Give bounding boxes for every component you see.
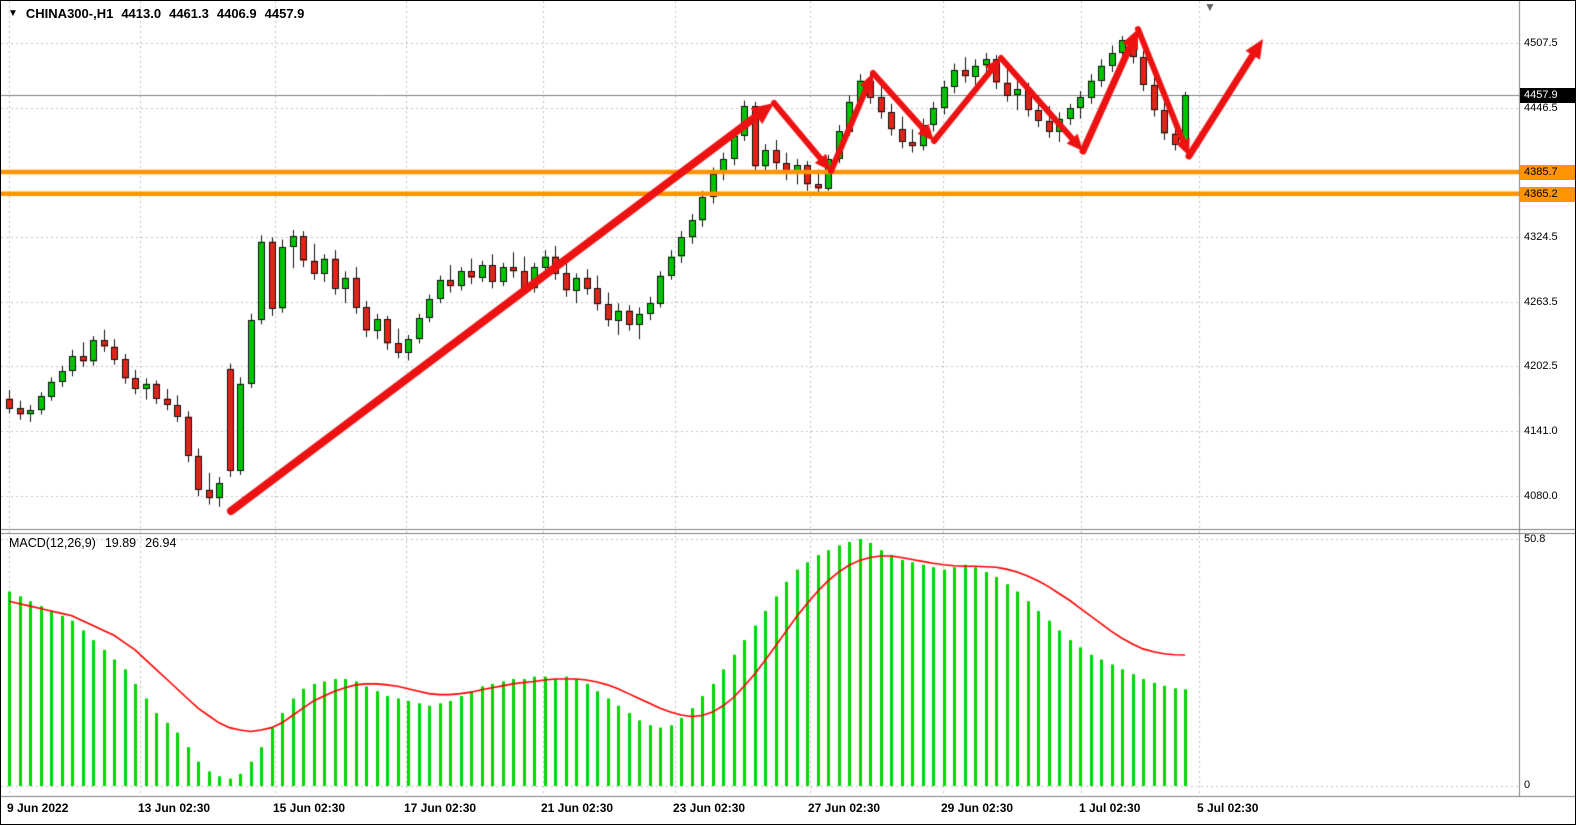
time-axis-label: 21 Jun 02:30 <box>541 801 614 815</box>
bar-low-value: 4406.9 <box>216 6 257 21</box>
macd-scale-zero-label: 0 <box>1524 779 1531 791</box>
macd-line-value: 19.89 <box>104 536 137 550</box>
macd-indicator-label: MACD(12,26,9) <box>9 536 96 550</box>
price-axis-label: 4263.5 <box>1524 295 1558 308</box>
time-axis-label: 1 Jul 02:30 <box>1079 801 1141 815</box>
bar-close-value: 4457.9 <box>264 6 305 21</box>
time-axis-label: 29 Jun 02:30 <box>941 801 1014 815</box>
time-axis-label: 15 Jun 02:30 <box>273 801 346 815</box>
chart-shift-marker-icon[interactable]: ▼ <box>1204 0 1216 14</box>
time-axis-label: 27 Jun 02:30 <box>808 801 881 815</box>
chart-header: ▼ CHINA300-,H1 4413.0 4461.3 4406.9 4457… <box>8 6 304 21</box>
time-axis[interactable]: 9 Jun 2022 13 Jun 02:30 15 Jun 02:30 17 Jun… <box>1 797 1575 824</box>
macd-scale-max-label: 50.8 <box>1524 533 1546 545</box>
price-axis-label: 4324.5 <box>1524 230 1558 243</box>
current-price-tag: 4457.9 <box>1520 88 1575 104</box>
time-axis-label: 9 Jun 2022 <box>7 801 69 815</box>
macd-header: MACD(12,26,9) 19.89 26.94 <box>9 536 176 550</box>
bar-open-value: 4413.0 <box>121 6 162 21</box>
time-axis-label: 5 Jul 02:30 <box>1197 801 1259 815</box>
bar-high-value: 4461.3 <box>169 6 209 21</box>
time-axis-label: 13 Jun 02:30 <box>138 801 211 815</box>
hline-price-tag: 4365.2 <box>1520 186 1575 202</box>
price-axis-label: 4507.5 <box>1524 36 1558 49</box>
macd-signal-value: 26.94 <box>145 536 177 550</box>
price-axis-label: 4141.0 <box>1524 425 1558 438</box>
time-axis-label: 23 Jun 02:30 <box>673 801 746 815</box>
price-axis[interactable]: 4507.5 4446.5 4324.5 4263.5 4202.5 4141.0 4080… <box>1520 1 1575 796</box>
price-axis-label: 4080.0 <box>1524 490 1558 503</box>
time-axis-label: 17 Jun 02:30 <box>404 801 477 815</box>
hline-price-tag: 4385.7 <box>1520 165 1575 181</box>
symbol-menu-icon[interactable]: ▼ <box>8 7 18 19</box>
symbol-timeframe-label: CHINA300-,H1 <box>25 6 114 21</box>
price-axis-label: 4202.5 <box>1524 360 1558 373</box>
